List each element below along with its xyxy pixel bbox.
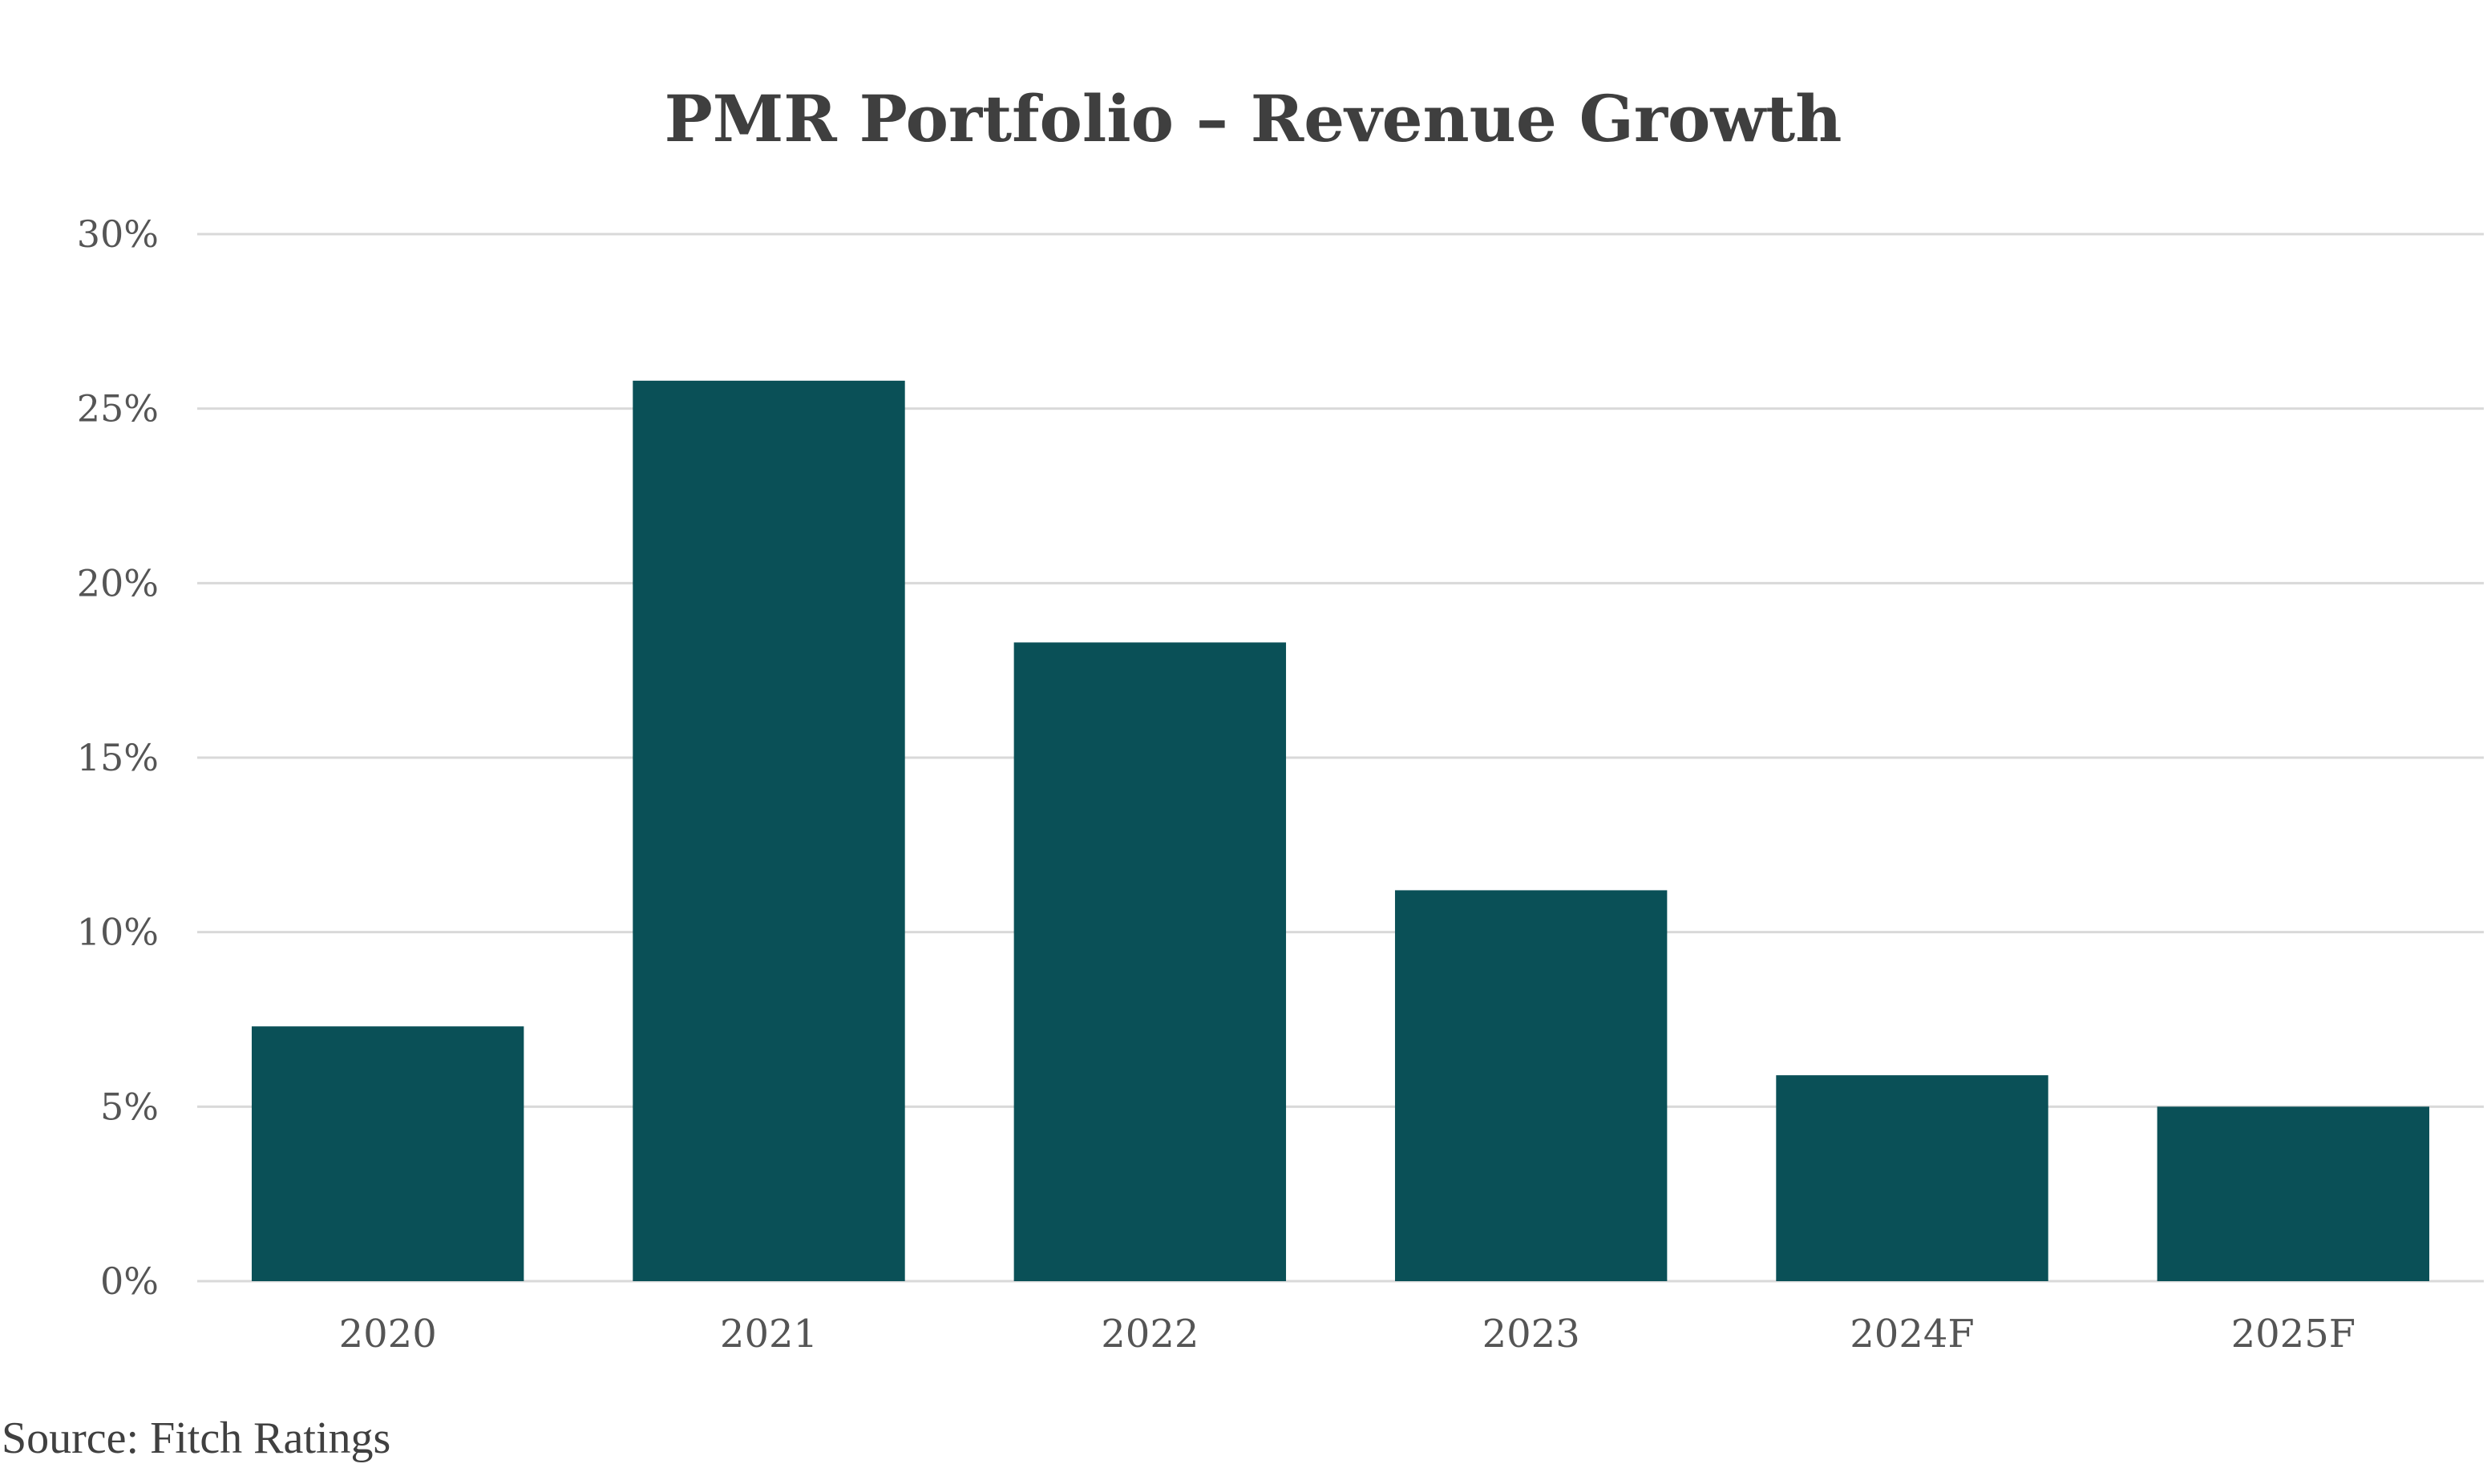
bar-2024f bbox=[1776, 1075, 2048, 1281]
x-category-label: 2020 bbox=[339, 1312, 437, 1357]
bars bbox=[251, 380, 2430, 1282]
x-category-label: 2024F bbox=[1850, 1312, 1974, 1357]
y-tick-label: 15% bbox=[77, 736, 159, 779]
bar-2023 bbox=[1394, 890, 1668, 1281]
y-tick-label: 5% bbox=[100, 1085, 159, 1128]
y-tick-label: 25% bbox=[77, 387, 159, 431]
gridlines bbox=[197, 233, 2484, 1283]
y-tick-label: 20% bbox=[77, 561, 159, 605]
y-tick-label: 30% bbox=[77, 212, 159, 256]
bar-2022 bbox=[1013, 642, 1287, 1281]
y-tick-label: 0% bbox=[100, 1260, 159, 1303]
bar-2025f bbox=[2157, 1106, 2430, 1281]
source-note: Source: Fitch Ratings bbox=[2, 1413, 390, 1463]
bar-2021 bbox=[633, 380, 905, 1282]
x-category-label: 2022 bbox=[1101, 1312, 1199, 1357]
y-axis-tick-labels: 0% 5% 10% 15% 20% 25% 30% bbox=[77, 212, 159, 1303]
x-category-label: 2021 bbox=[720, 1312, 818, 1357]
bar-2020 bbox=[251, 1026, 524, 1281]
y-tick-label: 10% bbox=[77, 911, 159, 954]
x-category-label: 2023 bbox=[1482, 1312, 1580, 1357]
x-category-label: 2025F bbox=[2231, 1312, 2356, 1357]
chart-title: PMR Portfolio – Revenue Growth bbox=[665, 81, 1842, 156]
x-axis-category-labels: 2020 2021 2022 2023 2024F 2025F bbox=[339, 1312, 2356, 1357]
